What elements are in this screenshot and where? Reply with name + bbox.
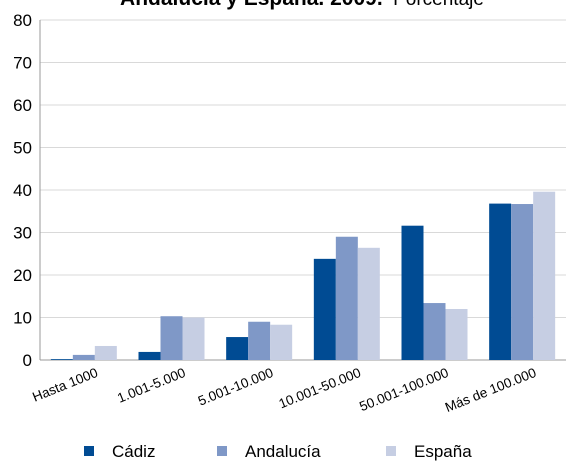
x-axis: Hasta 1000 1.001-5.000 5.001-10.000 10.001-…	[30, 365, 538, 415]
y-tick-label: 0	[23, 351, 32, 370]
x-tick-label: Hasta 1000	[30, 365, 100, 405]
y-tick-label: 20	[13, 266, 32, 285]
bar	[94, 345, 117, 360]
bar	[226, 337, 249, 360]
bar	[489, 203, 512, 360]
y-tick-label: 50	[13, 139, 32, 158]
chart-title: Andalucía y España. 2009. Porcentaje	[120, 0, 484, 10]
chart-subtitle: Porcentaje	[393, 0, 484, 10]
x-tick-label: Más de 100.000	[443, 365, 538, 415]
y-tick-label: 60	[13, 96, 32, 115]
bar	[335, 236, 358, 360]
bar	[138, 351, 161, 360]
bar	[72, 354, 95, 360]
bar	[401, 225, 424, 360]
bar	[248, 321, 271, 360]
y-tick-label: 30	[13, 224, 32, 243]
y-tick-label: 10	[13, 309, 32, 328]
x-tick-label: 5.001-10.000	[196, 365, 275, 409]
gridlines	[40, 19, 566, 361]
y-tick-label: 40	[13, 181, 32, 200]
bar	[511, 204, 534, 360]
y-axis: 0 10 20 30 40 50 60 70 80	[13, 11, 41, 370]
y-tick-label: 70	[13, 54, 32, 73]
bar	[423, 303, 446, 360]
legend-swatch	[386, 446, 396, 456]
legend-label: Cádiz	[112, 442, 155, 461]
bar	[313, 258, 336, 360]
legend: Cádiz Andalucía España	[84, 442, 472, 461]
y-tick-label: 80	[13, 11, 32, 30]
bar	[533, 191, 556, 360]
legend-label: Andalucía	[245, 442, 321, 461]
legend-swatch	[84, 446, 94, 456]
bar	[270, 324, 293, 360]
x-tick-label: 10.001-50.000	[277, 365, 363, 412]
chart-title-main: Andalucía y España. 2009.	[120, 0, 383, 10]
x-tick-label: 1.001-5.000	[115, 365, 187, 406]
bar	[50, 359, 73, 360]
x-tick-label: 50.001-100.000	[357, 365, 450, 414]
bar	[160, 316, 183, 360]
bar	[445, 309, 468, 360]
legend-label: España	[414, 442, 472, 461]
bar	[182, 317, 205, 360]
legend-swatch	[217, 446, 227, 456]
bars	[50, 191, 556, 360]
bar	[357, 247, 380, 360]
